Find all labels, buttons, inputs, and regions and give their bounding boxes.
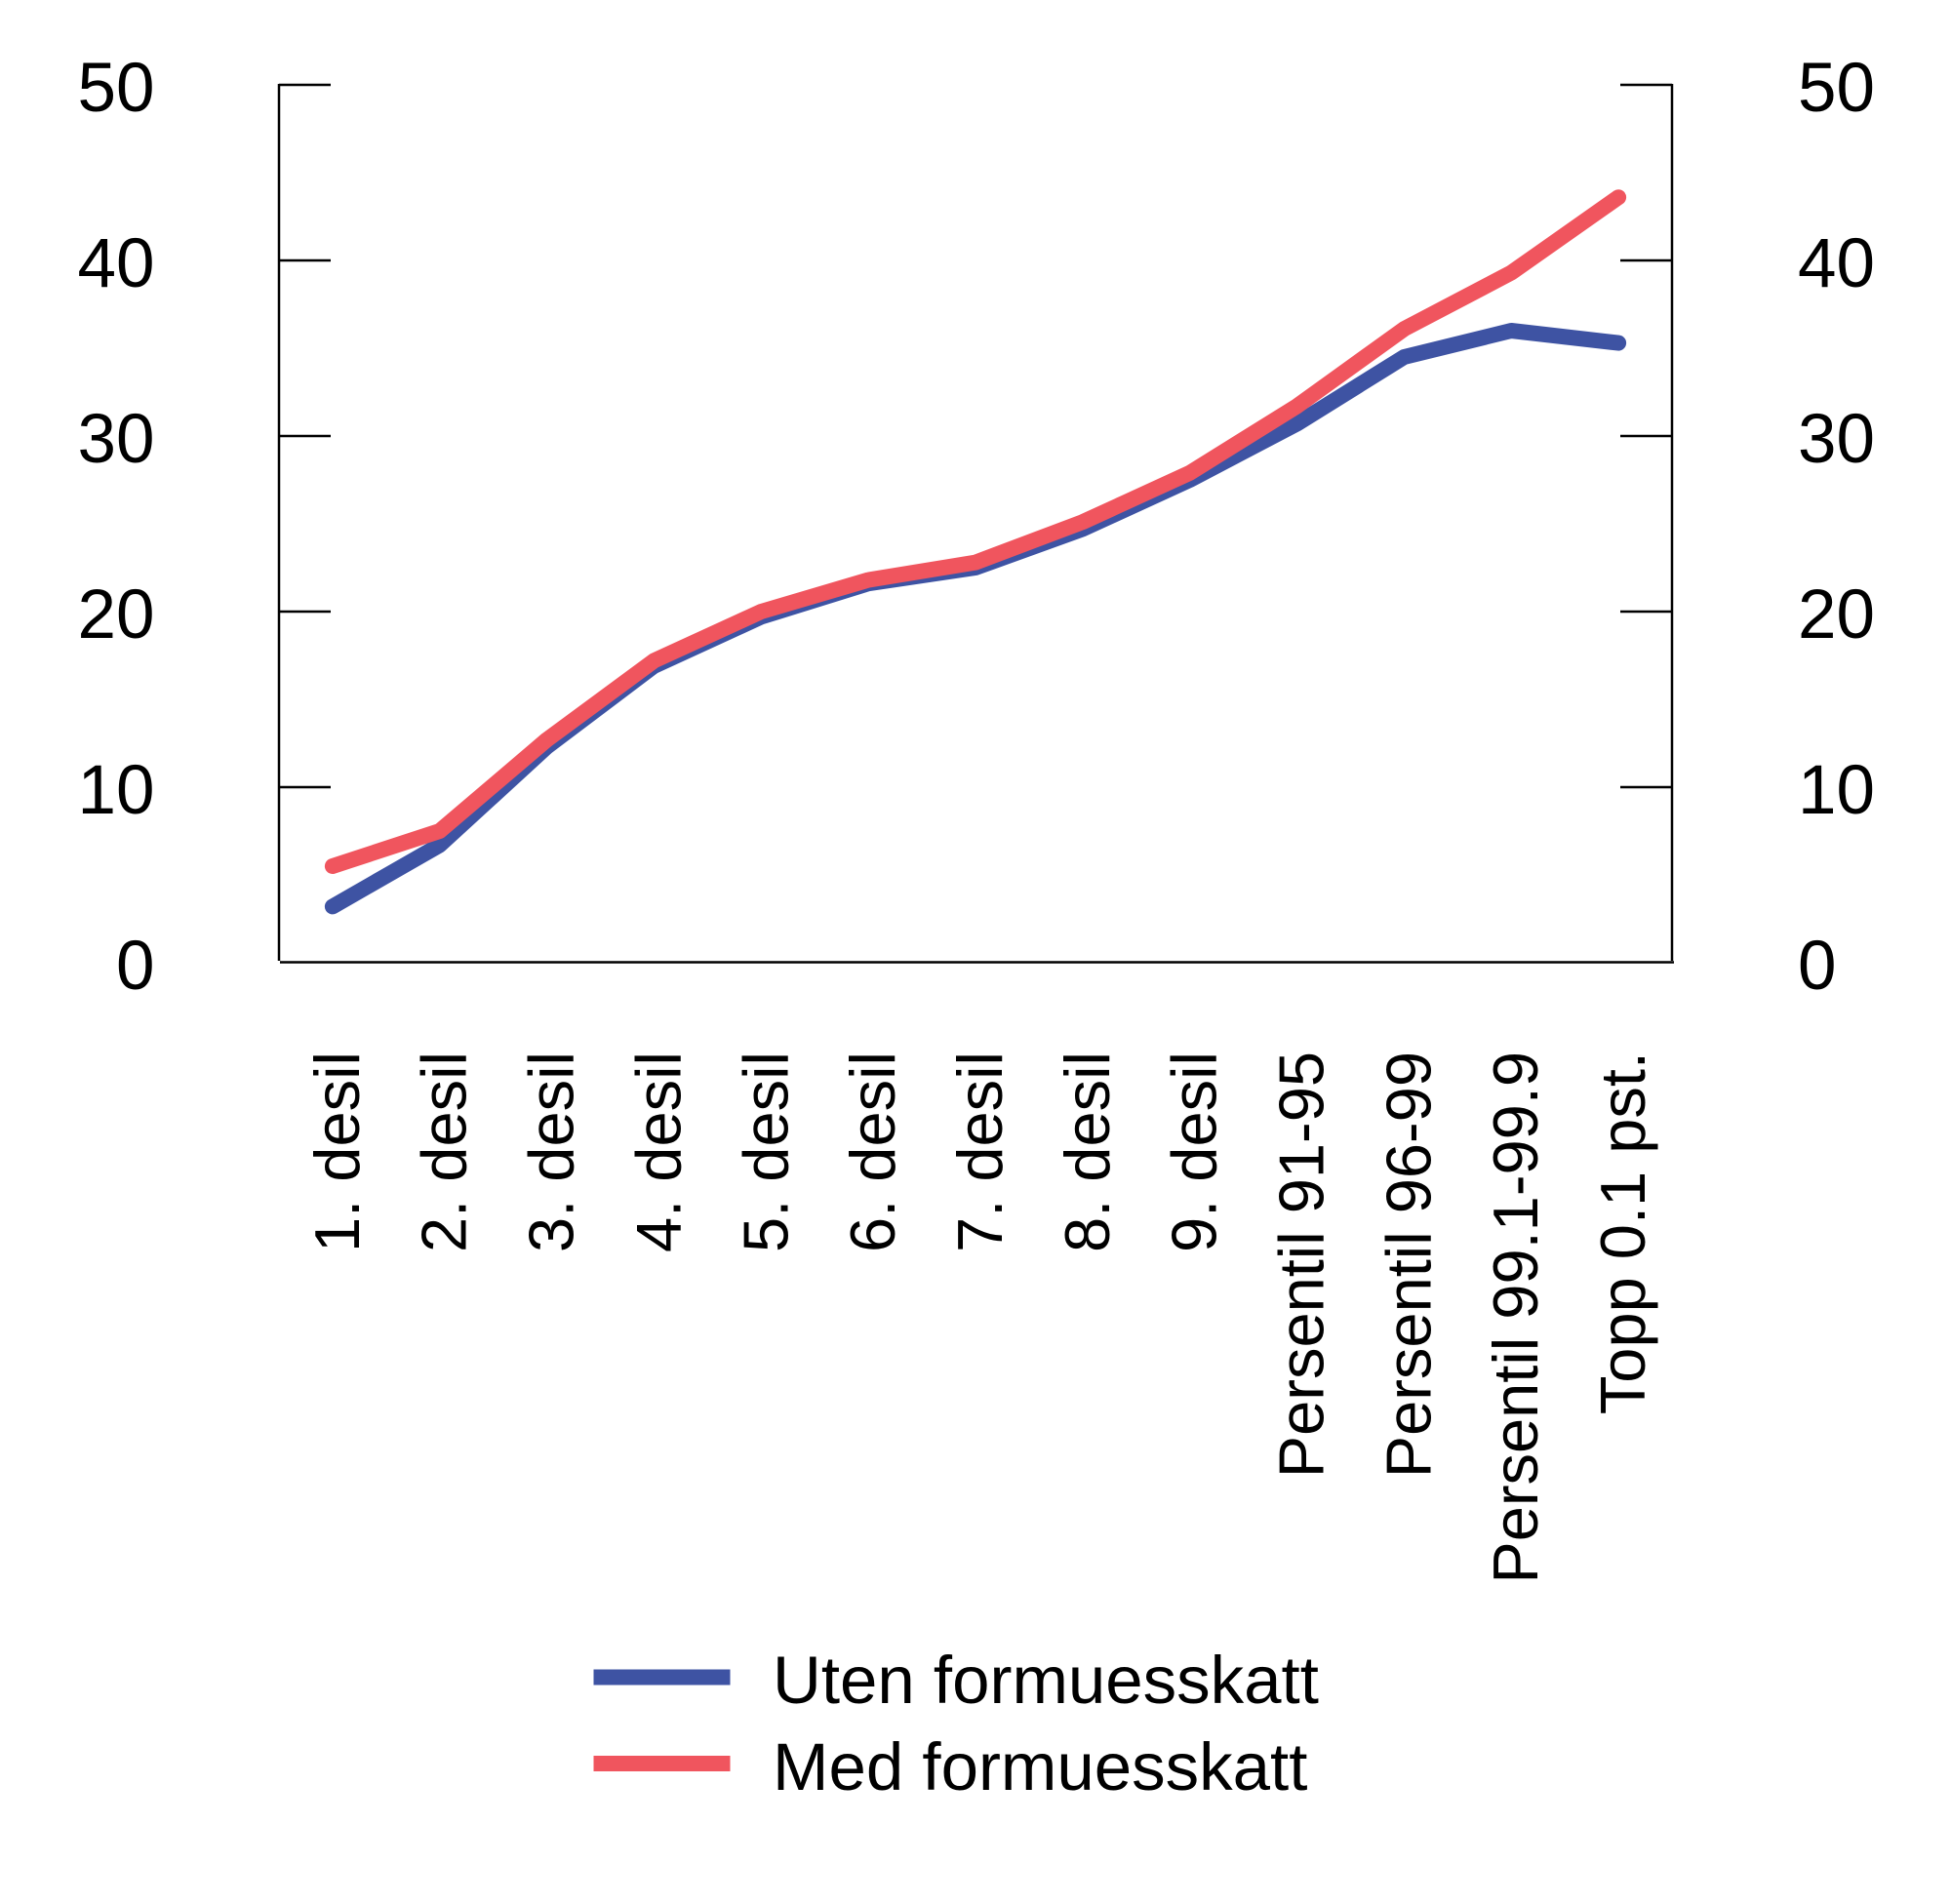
svg-text:10: 10 (78, 752, 155, 829)
svg-text:4. desil: 4. desil (622, 1051, 694, 1252)
svg-text:7. desil: 7. desil (944, 1051, 1015, 1252)
svg-text:8. desil: 8. desil (1052, 1051, 1123, 1252)
svg-text:0: 0 (1798, 928, 1837, 1005)
svg-text:50: 50 (78, 50, 155, 127)
svg-text:0: 0 (116, 928, 155, 1005)
svg-text:10: 10 (1798, 752, 1875, 829)
svg-text:20: 20 (78, 576, 155, 654)
svg-text:6. desil: 6. desil (837, 1051, 908, 1252)
svg-text:3. desil: 3. desil (516, 1051, 587, 1252)
svg-text:20: 20 (1798, 576, 1875, 654)
svg-text:30: 30 (78, 401, 155, 478)
svg-text:30: 30 (1798, 401, 1875, 478)
svg-text:Topp 0.1 pst.: Topp 0.1 pst. (1587, 1051, 1658, 1414)
svg-text:Med formuesskatt: Med formuesskatt (773, 1729, 1307, 1805)
svg-text:Persentil 99.1-99.9: Persentil 99.1-99.9 (1480, 1051, 1551, 1584)
svg-text:40: 40 (1798, 225, 1875, 302)
svg-text:40: 40 (78, 225, 155, 302)
svg-text:1. desil: 1. desil (301, 1051, 373, 1252)
svg-text:Persentil 91-95: Persentil 91-95 (1266, 1051, 1337, 1478)
svg-text:9. desil: 9. desil (1159, 1051, 1230, 1252)
svg-text:Uten formuesskatt: Uten formuesskatt (773, 1643, 1319, 1718)
svg-text:2. desil: 2. desil (409, 1051, 480, 1252)
svg-text:5. desil: 5. desil (730, 1051, 801, 1252)
svg-text:Persentil 96-99: Persentil 96-99 (1373, 1051, 1444, 1478)
svg-text:50: 50 (1798, 50, 1875, 127)
